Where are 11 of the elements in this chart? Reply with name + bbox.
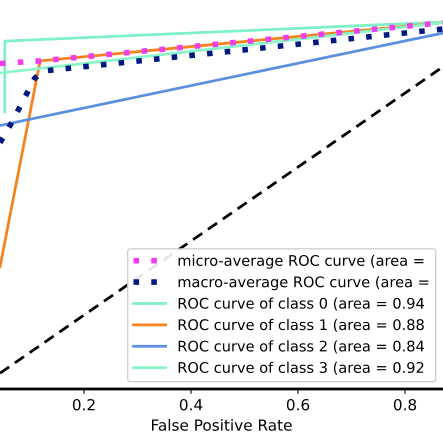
legend-label: micro-average ROC curve (area = <box>178 254 424 269</box>
legend-label: macro-average ROC curve (area = <box>178 276 428 290</box>
x-tick-label: 0.2 <box>72 398 95 410</box>
x-tick-label: 0.4 <box>180 398 202 410</box>
x-axis-title: False Positive Rate <box>152 419 292 431</box>
x-tick-label: 0.6 <box>286 398 310 410</box>
legend-label: ROC curve of class 0 (area = 0.94 <box>178 298 424 311</box>
legend-label: ROC curve of class 1 (area = 0.88 <box>178 318 424 332</box>
x-tick-label: 0.8 <box>394 398 416 410</box>
legend-label: ROC curve of class 3 (area = 0.92 <box>178 362 424 375</box>
legend-label: ROC curve of class 2 (area = 0.84 <box>178 340 424 354</box>
